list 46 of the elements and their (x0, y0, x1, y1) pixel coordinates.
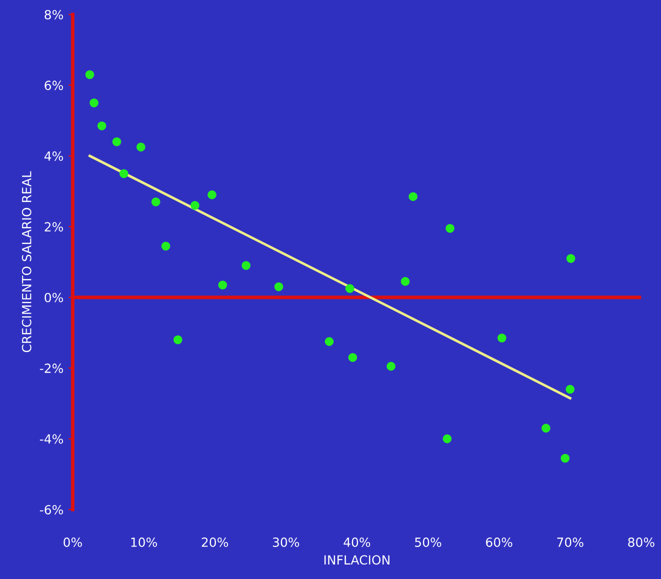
x-tick-label: 70% (557, 538, 584, 547)
y-tick-label: -2% (40, 364, 63, 374)
point (408, 192, 418, 201)
x-tick-label: 20% (202, 538, 228, 547)
point (242, 261, 250, 270)
x-tick-label: 80% (628, 538, 654, 547)
y-tick-label: 8% (44, 10, 63, 20)
x-tick-label: 0% (64, 538, 82, 547)
point (90, 98, 98, 108)
point (566, 384, 575, 394)
x-axis-title: INFLACION (324, 555, 390, 565)
point (345, 284, 354, 293)
y-tick-label: 2% (44, 222, 63, 232)
point (566, 254, 576, 263)
point (136, 142, 146, 152)
x-tick-label: 50% (415, 538, 442, 547)
point (190, 201, 200, 210)
point (348, 353, 358, 362)
x-tick-label: 60% (486, 538, 512, 547)
y-tick-label: -6% (40, 504, 63, 514)
point (498, 334, 506, 342)
x-tick-label: 40% (344, 538, 370, 547)
point (324, 337, 334, 346)
point (542, 424, 550, 433)
point (173, 335, 182, 344)
y-tick-label: 4% (44, 151, 63, 161)
x-tick-label: 30% (272, 538, 300, 547)
y-axis-title: CRECIMIENTO SALARIO REAL (22, 171, 32, 352)
y-tick-label: 0% (44, 292, 63, 302)
point (112, 137, 122, 146)
point (161, 242, 170, 250)
point (218, 280, 228, 290)
point (119, 169, 128, 178)
x-tick-label: 10% (131, 538, 157, 547)
point (85, 70, 94, 79)
point (386, 362, 396, 371)
point (400, 277, 410, 286)
point (442, 434, 452, 444)
point (151, 197, 160, 206)
point (274, 282, 284, 292)
y-tick-label: -4% (40, 434, 63, 444)
point (560, 454, 570, 463)
y-tick-label: 6% (44, 80, 63, 90)
point (208, 190, 216, 200)
point (97, 121, 106, 130)
point (446, 224, 454, 233)
